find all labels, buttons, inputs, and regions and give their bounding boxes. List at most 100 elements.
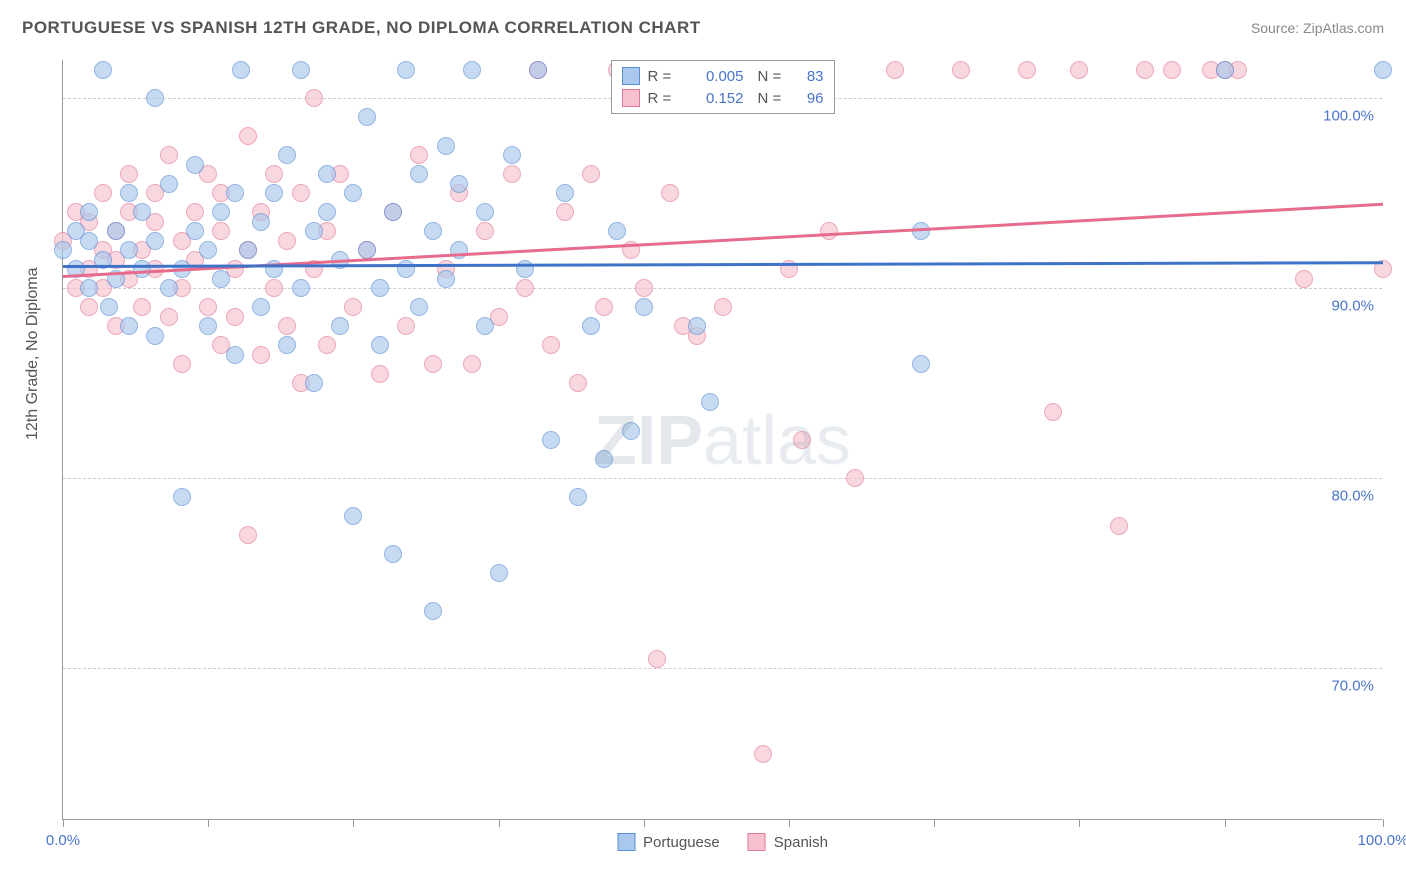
- data-point: [226, 346, 244, 364]
- data-point: [265, 279, 283, 297]
- data-point: [569, 488, 587, 506]
- data-point: [622, 422, 640, 440]
- data-point: [635, 279, 653, 297]
- data-point: [239, 241, 257, 259]
- data-point: [146, 327, 164, 345]
- data-point: [252, 346, 270, 364]
- data-point: [476, 203, 494, 221]
- data-point: [424, 602, 442, 620]
- data-point: [384, 203, 402, 221]
- xtick: [208, 819, 209, 827]
- source-label: Source: ZipAtlas.com: [1251, 20, 1384, 36]
- data-point: [463, 61, 481, 79]
- data-point: [94, 61, 112, 79]
- data-point: [912, 355, 930, 373]
- data-point: [582, 165, 600, 183]
- data-point: [701, 393, 719, 411]
- xtick: [353, 819, 354, 827]
- data-point: [146, 89, 164, 107]
- data-point: [344, 184, 362, 202]
- data-point: [1110, 517, 1128, 535]
- data-point: [226, 184, 244, 202]
- data-point: [344, 298, 362, 316]
- data-point: [107, 222, 125, 240]
- data-point: [1070, 61, 1088, 79]
- data-point: [1216, 61, 1234, 79]
- legend-item-portuguese: Portuguese: [617, 833, 720, 851]
- data-point: [133, 260, 151, 278]
- data-point: [186, 222, 204, 240]
- data-point: [133, 298, 151, 316]
- xtick: [934, 819, 935, 827]
- data-point: [278, 146, 296, 164]
- data-point: [80, 232, 98, 250]
- data-point: [450, 175, 468, 193]
- data-point: [232, 61, 250, 79]
- data-point: [292, 279, 310, 297]
- data-point: [595, 450, 613, 468]
- data-point: [820, 222, 838, 240]
- data-point: [212, 203, 230, 221]
- data-point: [1018, 61, 1036, 79]
- xtick: [644, 819, 645, 827]
- data-point: [252, 213, 270, 231]
- data-point: [912, 222, 930, 240]
- ytick-label: 80.0%: [1331, 488, 1374, 505]
- data-point: [793, 431, 811, 449]
- data-point: [199, 298, 217, 316]
- data-point: [358, 241, 376, 259]
- data-point: [80, 203, 98, 221]
- data-point: [556, 184, 574, 202]
- data-point: [595, 298, 613, 316]
- xtick-label: 0.0%: [46, 832, 80, 849]
- data-point: [54, 241, 72, 259]
- data-point: [212, 222, 230, 240]
- legend-row-portuguese: R = 0.005 N = 83: [622, 65, 824, 87]
- data-point: [688, 317, 706, 335]
- data-point: [450, 241, 468, 259]
- data-point: [239, 526, 257, 544]
- data-point: [476, 222, 494, 240]
- data-point: [80, 298, 98, 316]
- data-point: [120, 241, 138, 259]
- data-point: [265, 165, 283, 183]
- chart-header: PORTUGUESE VS SPANISH 12TH GRADE, NO DIP…: [22, 18, 1384, 38]
- watermark: ZIPatlas: [594, 400, 851, 480]
- xtick-label: 100.0%: [1358, 832, 1406, 849]
- series-legend: Portuguese Spanish: [617, 833, 828, 851]
- data-point: [318, 203, 336, 221]
- data-point: [239, 127, 257, 145]
- data-point: [199, 317, 217, 335]
- legend-row-spanish: R = 0.152 N = 96: [622, 87, 824, 109]
- data-point: [120, 184, 138, 202]
- data-point: [556, 203, 574, 221]
- legend-item-spanish: Spanish: [748, 833, 828, 851]
- data-point: [1044, 403, 1062, 421]
- data-point: [371, 279, 389, 297]
- data-point: [952, 61, 970, 79]
- data-point: [265, 184, 283, 202]
- ytick-label: 70.0%: [1331, 678, 1374, 695]
- data-point: [186, 156, 204, 174]
- swatch-blue-icon: [622, 67, 640, 85]
- data-point: [358, 108, 376, 126]
- xtick: [1079, 819, 1080, 827]
- trendline: [63, 261, 1383, 267]
- ytick-label: 90.0%: [1331, 298, 1374, 315]
- data-point: [424, 355, 442, 373]
- data-point: [94, 184, 112, 202]
- data-point: [160, 279, 178, 297]
- data-point: [1374, 61, 1392, 79]
- xtick: [1383, 819, 1384, 827]
- data-point: [648, 650, 666, 668]
- chart-title: PORTUGUESE VS SPANISH 12TH GRADE, NO DIP…: [22, 18, 701, 38]
- data-point: [133, 203, 151, 221]
- scatter-chart: ZIPatlas R = 0.005 N = 83 R = 0.152 N = …: [62, 60, 1382, 820]
- data-point: [886, 61, 904, 79]
- data-point: [226, 308, 244, 326]
- data-point: [292, 184, 310, 202]
- data-point: [846, 469, 864, 487]
- data-point: [463, 355, 481, 373]
- data-point: [305, 89, 323, 107]
- data-point: [278, 232, 296, 250]
